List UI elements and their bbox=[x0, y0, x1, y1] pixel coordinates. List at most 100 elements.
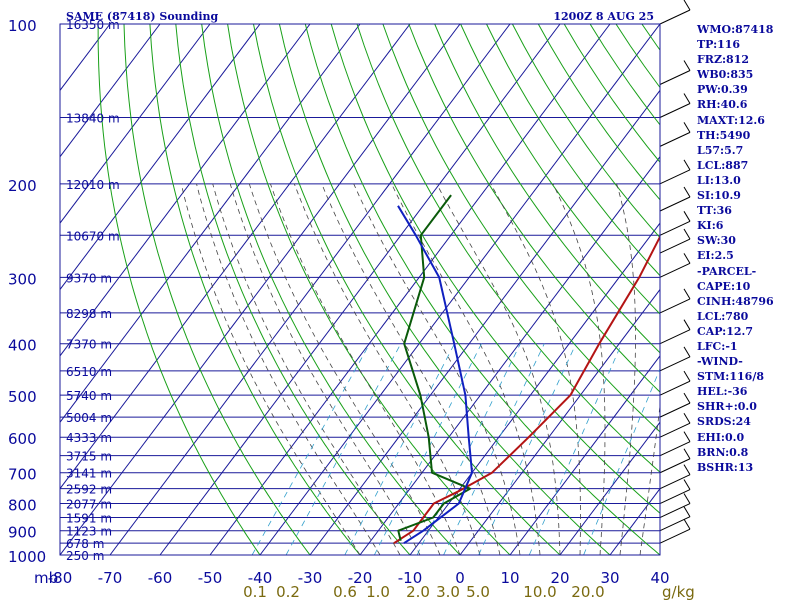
wind-barb bbox=[659, 169, 691, 185]
wind-barb-flag bbox=[683, 412, 691, 424]
temperature-tick-label: -40 bbox=[248, 569, 273, 587]
wind-barb bbox=[659, 131, 691, 147]
height-label: 3141 m bbox=[66, 467, 112, 481]
isotherm-line bbox=[359, 155, 660, 555]
wind-barb-flag bbox=[683, 228, 691, 240]
wind-barb bbox=[659, 70, 691, 85]
dry-adiabat-line bbox=[486, 24, 660, 277]
temperature-tick-label: 10 bbox=[500, 569, 519, 587]
moist-adiabat-line bbox=[212, 183, 401, 555]
stat-line: TH:5490 bbox=[697, 128, 751, 142]
wind-barb bbox=[659, 402, 691, 418]
dry-adiabat-line bbox=[382, 24, 660, 433]
temperature-tick-label: 0 bbox=[455, 569, 465, 587]
stat-line: SHR+:0.0 bbox=[697, 400, 757, 414]
dry-adiabat-line bbox=[201, 24, 461, 555]
isotherm-line bbox=[60, 24, 311, 357]
moist-adiabat-line bbox=[490, 183, 581, 555]
wind-barb-flag bbox=[683, 346, 691, 358]
isotherm-line bbox=[60, 24, 211, 224]
moist-adiabat-line bbox=[552, 183, 606, 555]
temperature-tick-label: -70 bbox=[98, 569, 123, 587]
wind-barb bbox=[659, 220, 691, 236]
dry-adiabat-line bbox=[356, 24, 660, 473]
pressure-tick-label: 600 bbox=[8, 430, 37, 448]
parcel-line bbox=[397, 205, 473, 545]
height-label: 5740 m bbox=[66, 389, 112, 403]
height-label: 3715 m bbox=[66, 450, 112, 464]
wind-barb-flag bbox=[683, 93, 691, 104]
wind-barb-flag bbox=[683, 448, 691, 460]
stat-line: WB0:835 bbox=[697, 68, 754, 82]
stat-line: CINH:48796 bbox=[697, 294, 774, 308]
grid-layer bbox=[60, 24, 660, 555]
temperature-tick-label: -20 bbox=[348, 569, 373, 587]
height-label: 1123 m bbox=[66, 525, 112, 539]
stat-line: KI:6 bbox=[697, 219, 724, 233]
mixing-ratio-line bbox=[373, 343, 482, 555]
mixing-ratio-line bbox=[528, 343, 622, 555]
mixing-ratio-label: 0.1 bbox=[243, 583, 267, 600]
temperature-tick-label: -80 bbox=[48, 569, 73, 587]
series-layer bbox=[393, 194, 660, 545]
wind-barb-flag bbox=[683, 0, 691, 11]
dry-adiabat-line bbox=[511, 24, 660, 239]
wind-barb bbox=[659, 380, 691, 396]
temperature-tick-label: -50 bbox=[198, 569, 223, 587]
isotherm-line bbox=[309, 89, 660, 555]
stat-line: -PARCEL- bbox=[697, 264, 757, 278]
wind-barb-flag bbox=[683, 60, 691, 71]
height-label: 16350 m bbox=[66, 18, 120, 32]
height-label: 13840 m bbox=[66, 112, 120, 126]
pressure-tick-label: 700 bbox=[8, 466, 37, 484]
wind-barb-flag bbox=[683, 370, 691, 382]
wind-barb bbox=[659, 474, 691, 490]
isotherm-line bbox=[60, 24, 461, 555]
wind-barb-flag bbox=[683, 518, 691, 530]
moist-adiabat-line bbox=[321, 183, 501, 555]
mixing-ratio-line bbox=[251, 343, 371, 555]
stat-line: TP:116 bbox=[697, 38, 741, 52]
stats-panel: WMO:87418 TP:116 FRZ:812 WB0:835 PW:0.39 RH:4… bbox=[697, 22, 774, 475]
wind-barb-flag bbox=[683, 253, 691, 264]
wind-barb bbox=[659, 356, 691, 372]
stat-line: FRZ:812 bbox=[697, 53, 750, 67]
dry-adiabat-line bbox=[227, 24, 511, 555]
moist-adiabat-line bbox=[391, 183, 541, 555]
stat-line: WMO:87418 bbox=[697, 23, 774, 36]
isotherm-line bbox=[109, 24, 511, 555]
height-label: 2592 m bbox=[66, 483, 112, 497]
wind-barb bbox=[659, 262, 691, 278]
stat-line: SI:10.9 bbox=[697, 189, 741, 203]
dry-adiabat-line bbox=[149, 24, 361, 555]
mixing-ratio-label: 5.0 bbox=[466, 583, 490, 600]
mixing-ratio-line bbox=[344, 343, 455, 555]
height-label: 10670 m bbox=[66, 229, 120, 243]
dry-adiabat-line bbox=[460, 24, 660, 315]
pressure-tick-label: 100 bbox=[8, 17, 37, 35]
stat-line: BSHR:13 bbox=[697, 460, 754, 474]
wind-barb bbox=[659, 422, 691, 438]
height-label: 678 m bbox=[66, 537, 104, 551]
height-label: 5004 m bbox=[66, 411, 112, 425]
pressure-tick-label: 400 bbox=[8, 337, 37, 355]
stat-line: LFC:-1 bbox=[697, 339, 738, 353]
pressure-tick-label: 1000 bbox=[8, 548, 46, 566]
wind-barb-flag bbox=[683, 493, 691, 504]
moist-adiabat-line bbox=[196, 183, 381, 555]
mixing-ratio-line bbox=[285, 343, 402, 555]
stat-line: SW:30 bbox=[697, 234, 736, 248]
isotherm-line bbox=[209, 24, 611, 555]
dry-adiabat-line bbox=[304, 24, 660, 555]
mixing-ratio-label: 0.6 bbox=[333, 583, 357, 600]
dry-adiabat-line bbox=[278, 24, 611, 555]
isotherm-line bbox=[60, 24, 261, 291]
wind-barb bbox=[659, 103, 691, 118]
stat-line: EHI:0.0 bbox=[697, 430, 745, 444]
stat-line: LCL:887 bbox=[697, 158, 749, 172]
mixing-ratio-unit-label: g/kg bbox=[662, 583, 695, 600]
moist-adiabat-line bbox=[270, 183, 461, 555]
moist-adiabat-line bbox=[616, 183, 636, 555]
